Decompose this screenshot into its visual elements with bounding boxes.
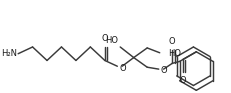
Text: H₂N: H₂N xyxy=(1,49,17,58)
Text: O: O xyxy=(179,76,186,85)
Text: O: O xyxy=(101,34,108,43)
Text: O: O xyxy=(119,64,126,73)
Text: HO: HO xyxy=(168,49,181,58)
Text: HO: HO xyxy=(105,36,118,45)
Text: O: O xyxy=(161,66,167,75)
Text: O: O xyxy=(169,37,176,46)
